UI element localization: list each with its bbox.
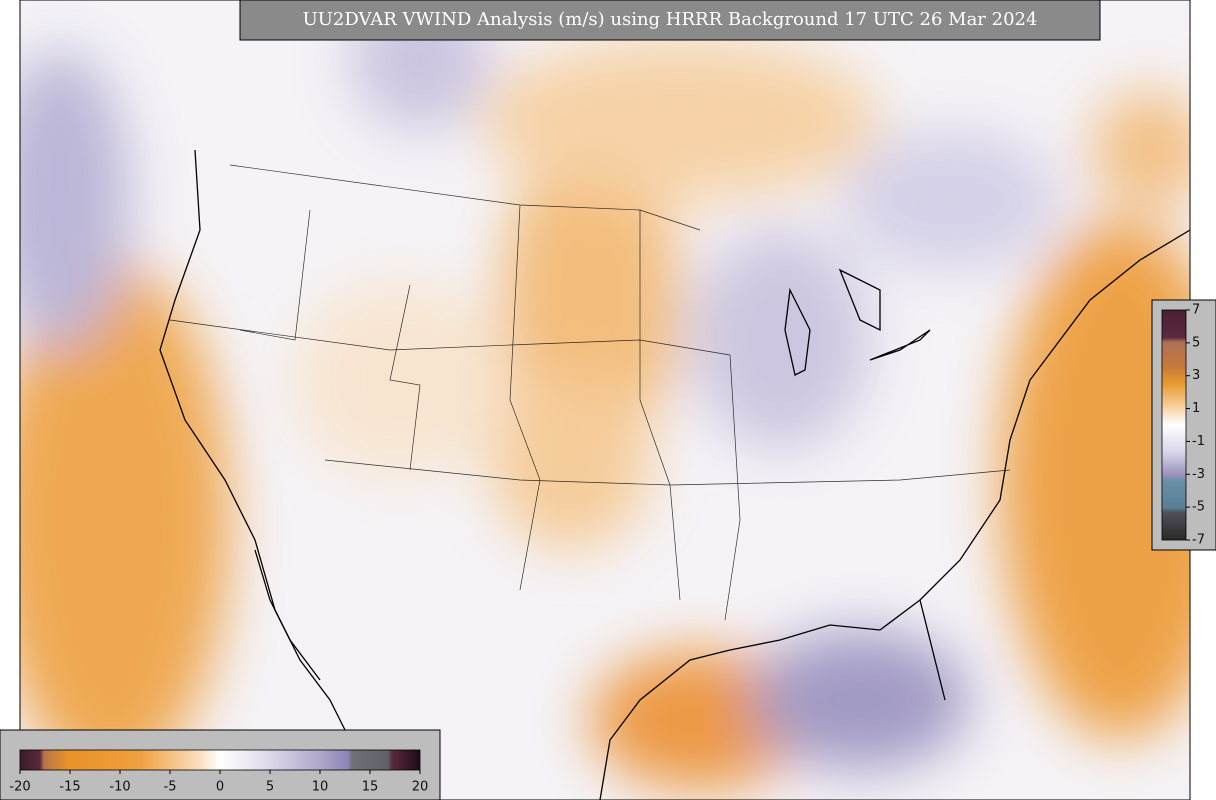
tick-label: -15 <box>59 780 80 795</box>
tick-label: -1 <box>1192 434 1205 449</box>
tick-label: -7 <box>1192 533 1205 548</box>
title-box <box>239 0 1101 41</box>
colorbar <box>19 749 421 771</box>
tick-label: -3 <box>1192 467 1205 482</box>
tick-label: -20 <box>9 780 30 795</box>
tick-label: 1 <box>1192 401 1200 416</box>
borders <box>169 164 1011 621</box>
colorbar <box>1161 309 1187 541</box>
tick-label: 7 <box>1192 303 1200 318</box>
tick-label: 15 <box>362 780 379 795</box>
tick-label: 3 <box>1192 368 1200 383</box>
coastlines <box>159 149 1190 800</box>
tick-label: -5 <box>1192 500 1205 515</box>
tick-label: 5 <box>266 780 274 795</box>
tick-label: 10 <box>312 780 329 795</box>
tick-label: -5 <box>164 780 177 795</box>
map-title: UU2DVAR VWIND Analysis (m/s) using HRRR … <box>303 9 1038 30</box>
tick-label: 0 <box>216 780 224 795</box>
tick-label: 5 <box>1192 335 1200 350</box>
colorbar-ticks: -20 -15 -10 -5 0 5 10 15 20 <box>9 770 428 795</box>
tick-label: -10 <box>109 780 130 795</box>
colorbar-ticks: 7 5 3 1 -1 -3 -5 -7 <box>1186 303 1205 548</box>
tick-label: 20 <box>412 780 429 795</box>
